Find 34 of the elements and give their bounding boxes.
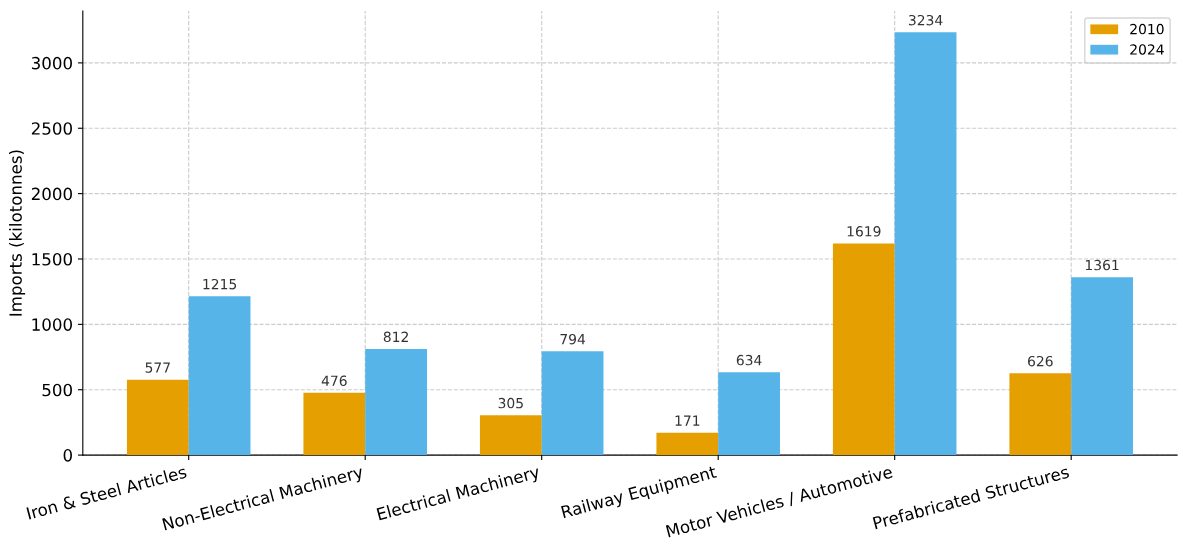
data-label: 476 xyxy=(321,375,347,387)
bar xyxy=(188,296,251,456)
data-label: 626 xyxy=(1028,355,1053,367)
bar xyxy=(894,32,957,456)
y-tick-label: 2000 xyxy=(31,187,72,201)
y-tick-label: 0 xyxy=(63,449,72,462)
data-label: 634 xyxy=(736,354,762,366)
legend-label: 2010 xyxy=(1130,23,1164,35)
y-tick-label: 500 xyxy=(42,383,72,397)
y-tick-label: 1500 xyxy=(32,252,72,266)
data-label: 171 xyxy=(675,415,700,426)
bar xyxy=(1009,373,1072,456)
bar xyxy=(541,351,604,456)
data-label: 794 xyxy=(560,333,586,345)
bar xyxy=(718,372,780,456)
data-label: 305 xyxy=(498,397,523,409)
data-label: 577 xyxy=(145,362,170,373)
data-label: 1361 xyxy=(1085,259,1119,271)
data-label: 3234 xyxy=(908,14,943,26)
bar xyxy=(126,379,189,456)
y-tick-label: 1000 xyxy=(32,318,72,331)
y-tick-label: 2500 xyxy=(31,122,72,135)
bar xyxy=(303,392,366,456)
bar xyxy=(365,348,427,456)
y-tick-label: 3000 xyxy=(31,56,72,70)
legend-label: 2024 xyxy=(1130,44,1164,55)
data-label: 1619 xyxy=(847,226,881,237)
data-label: 1215 xyxy=(203,278,237,290)
y-axis-title: Imports (kilotonnes) xyxy=(8,150,26,316)
bar xyxy=(832,243,895,456)
bar xyxy=(479,415,542,456)
data-label: 812 xyxy=(383,331,408,343)
bar xyxy=(1071,277,1133,456)
bar xyxy=(656,432,719,456)
